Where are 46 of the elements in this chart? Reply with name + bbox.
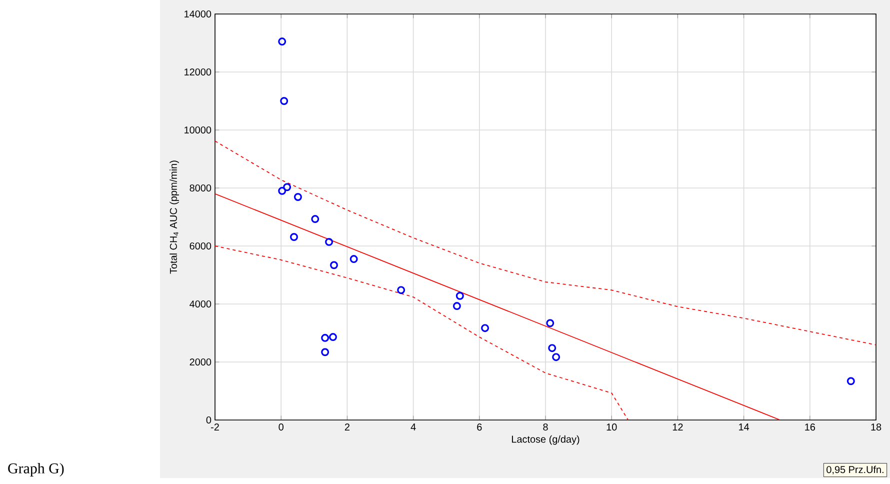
y-tick-label: 14000: [184, 10, 212, 18]
point: [280, 96, 288, 105]
y-tick-label: 4000: [190, 300, 212, 308]
point: [330, 261, 338, 270]
text: Graph G): [8, 462, 64, 476]
x-tick-label: 10: [606, 424, 617, 431]
x-tick-label: 8: [543, 424, 548, 431]
line-series: [215, 246, 629, 420]
line-series: [215, 140, 876, 346]
x-tick-label: 12: [672, 424, 683, 430]
point: [321, 348, 330, 356]
point: [350, 255, 358, 264]
point: [278, 38, 286, 46]
x-tick-label: 4: [410, 424, 416, 430]
point: [325, 238, 334, 246]
y-axis-title: Total CH$_{4}$ AUC (ppm/min): [170, 160, 179, 274]
point: [321, 334, 330, 342]
x-tick-label: 14: [739, 424, 750, 430]
point: [548, 344, 556, 352]
y-tick-label: 6000: [190, 242, 212, 250]
x-tick-label: 18: [871, 424, 882, 431]
x-axis-title: Lactose (g/day): [512, 435, 580, 445]
x-tick-label: 6: [477, 424, 482, 431]
x-tick-label: -2: [211, 424, 219, 430]
point: [397, 286, 406, 294]
y-tick-label: 12000: [184, 68, 212, 76]
point: [546, 319, 554, 328]
x-tick-label: 16: [805, 424, 816, 431]
point: [283, 183, 292, 192]
point: [452, 302, 461, 310]
point: [552, 353, 560, 362]
point: [456, 292, 464, 300]
x-tick-label: 2: [344, 424, 350, 430]
y-tick-label: 2000: [190, 358, 212, 366]
x-tick-label: 0: [278, 424, 284, 431]
text: 0,95 Prz.Ufn.: [826, 466, 884, 474]
point: [311, 215, 320, 224]
point: [481, 324, 490, 332]
point: [290, 233, 298, 242]
point: [294, 192, 302, 201]
y-tick-label: 10000: [184, 126, 212, 134]
y-tick-label: 8000: [190, 184, 212, 192]
point: [846, 377, 855, 386]
y-tick-label: 0: [206, 416, 212, 424]
point: [278, 186, 286, 195]
point: [328, 333, 337, 342]
